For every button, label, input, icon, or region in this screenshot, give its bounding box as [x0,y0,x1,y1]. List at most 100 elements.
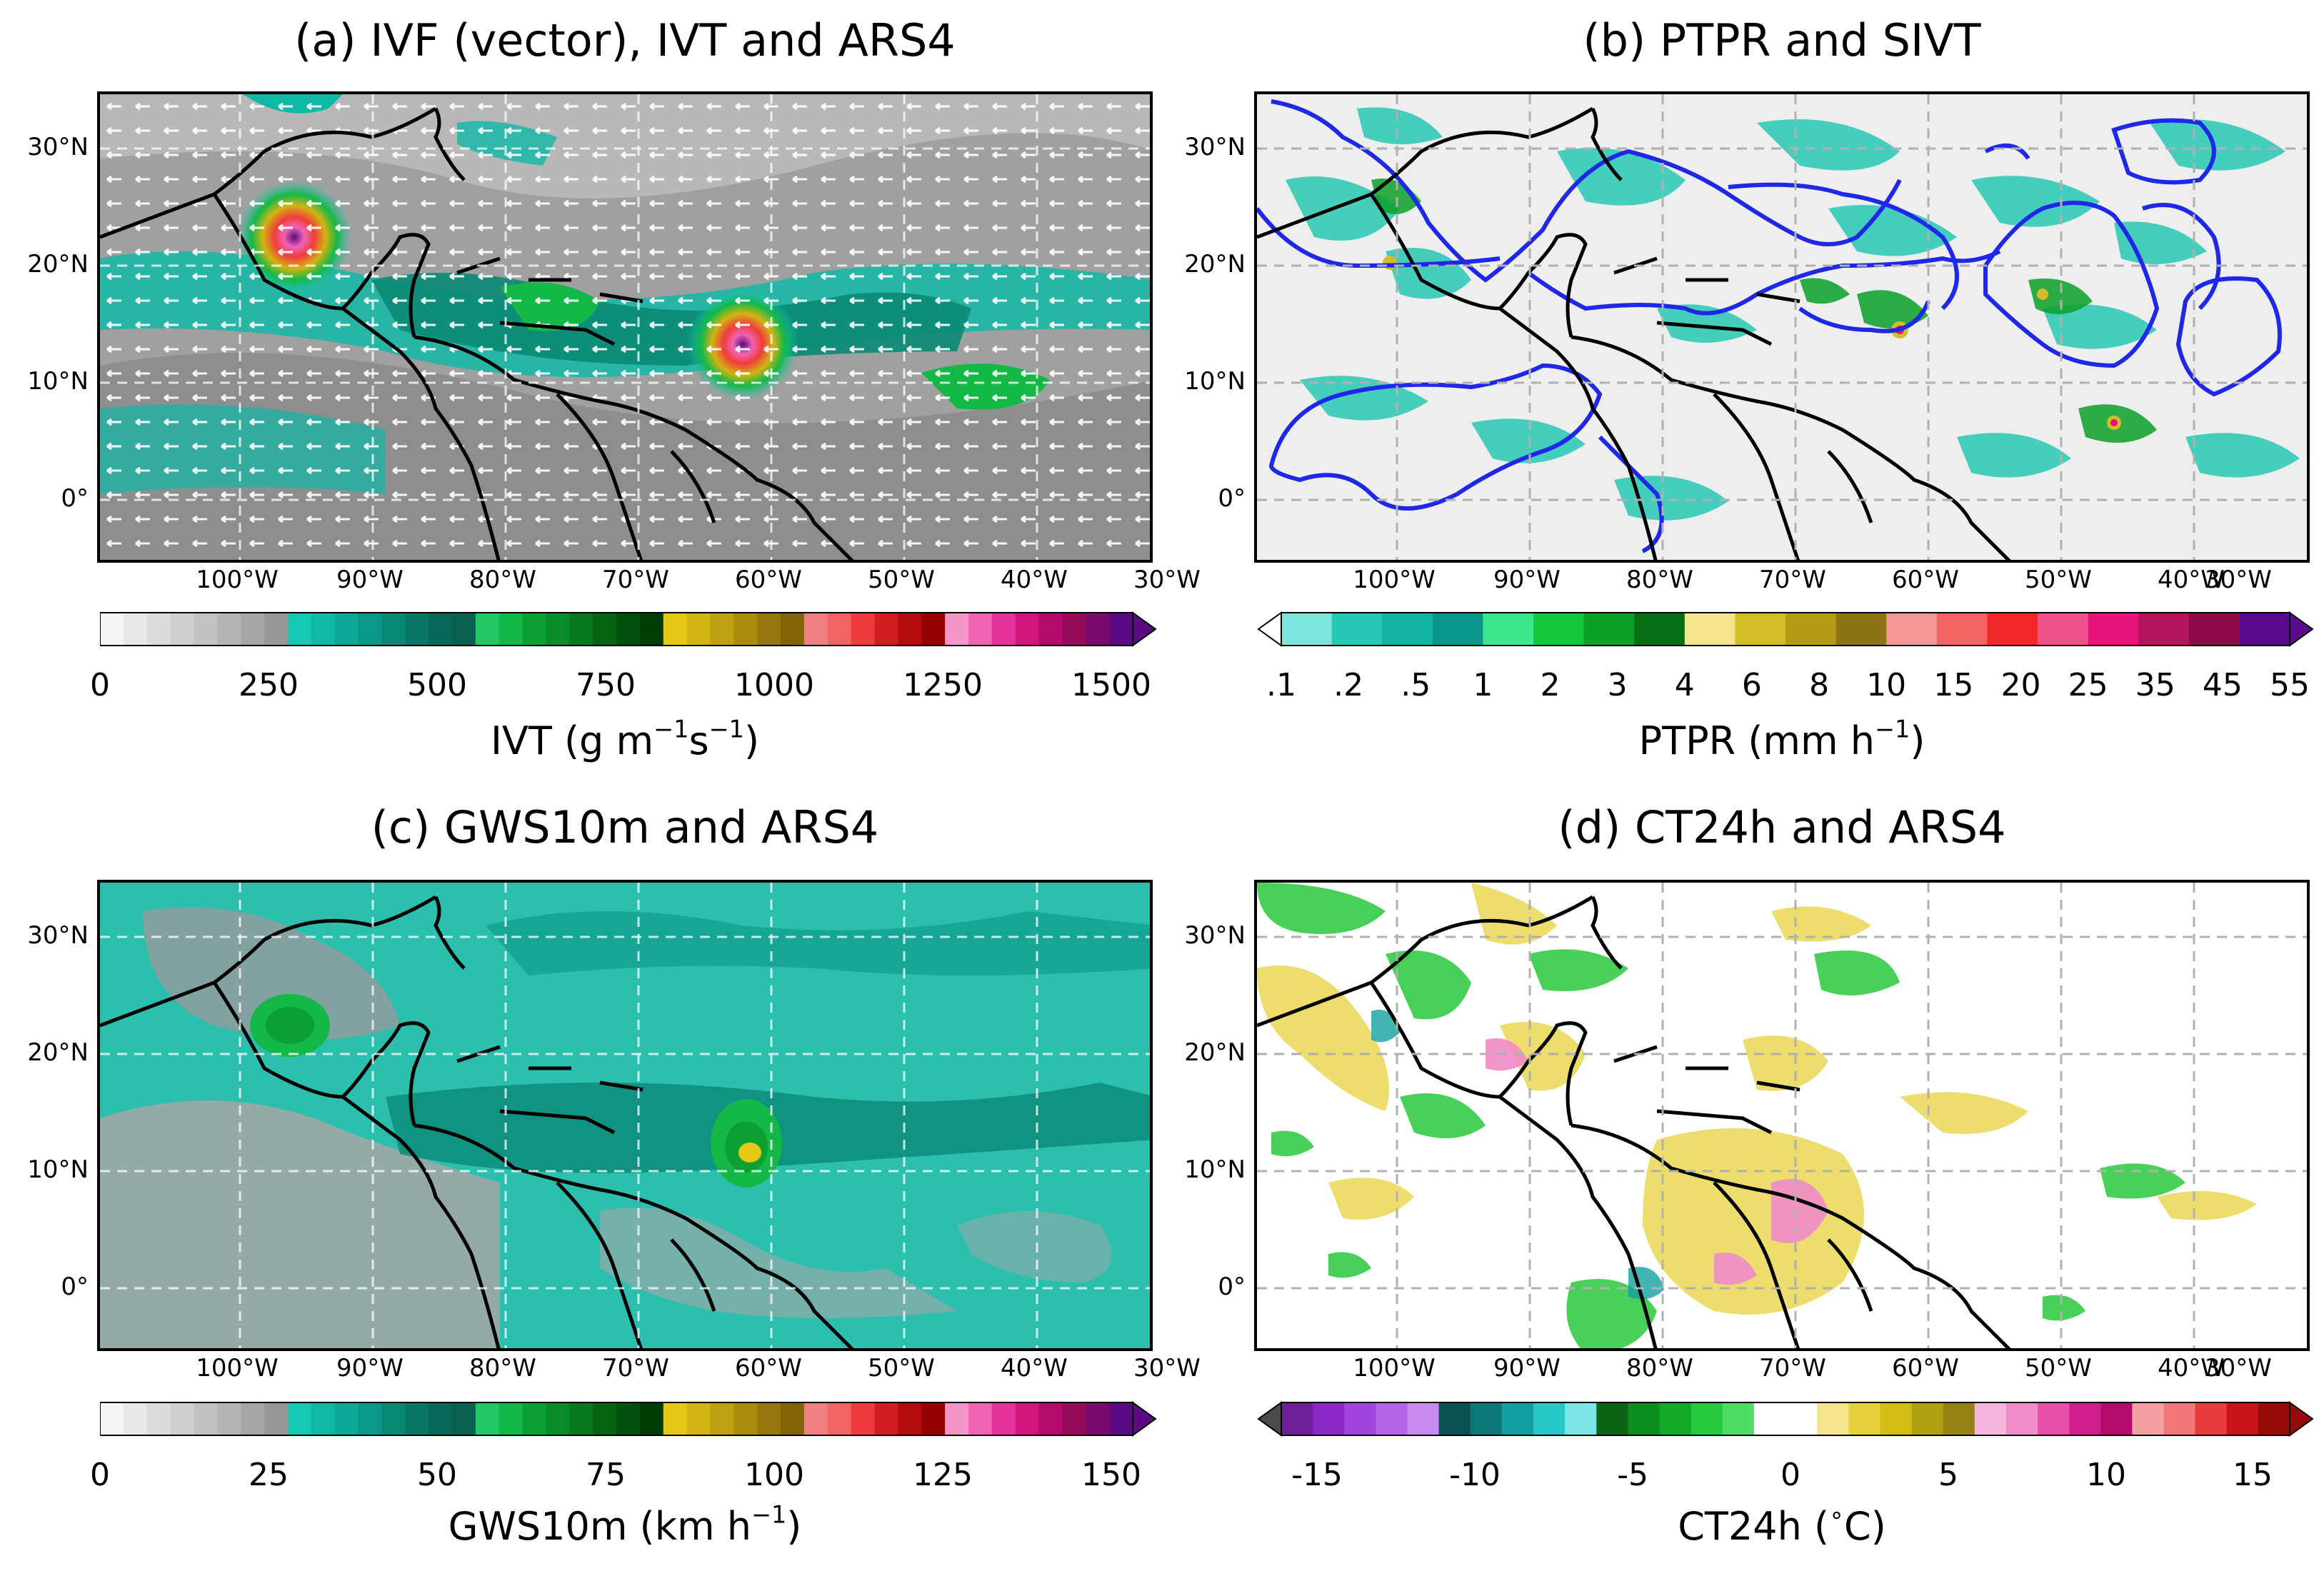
lat-label-30n: 30°N [1184,921,1246,950]
colorbar-frame [100,612,1133,646]
cb-tick: 15 [2233,1457,2273,1493]
colorbar-swatch [311,613,336,646]
colorbar-swatch [1936,613,1988,646]
colorbar-swatch [968,1402,993,1435]
colorbar-swatch [2226,1402,2259,1435]
lat-label-0: 0° [61,484,89,513]
colorbar-swatch [264,613,289,646]
colorbar-swatch [945,613,969,646]
lon-label-30w: 30°W [2205,1354,2272,1382]
colorbar-swatch [921,613,946,646]
cb-tick: 5 [1938,1457,1958,1493]
cb-tick: 35 [2135,667,2175,703]
lon-label-90w: 90°W [336,566,404,594]
cb-tick: 10 [2086,1457,2126,1493]
cb-tick: .1 [1266,667,1296,703]
colorbar-ct24h [1257,1401,2314,1437]
colorbar-swatch [803,1402,828,1435]
colorbar-swatch [429,613,453,646]
colorbar-extend-arrow [2289,611,2314,647]
colorbar-extend-arrow [1257,1401,1282,1437]
map-ptpr [1254,91,2310,563]
lon-label-80w: 80°W [1626,1354,1693,1382]
colorbar-swatch [311,1402,336,1435]
cb-tick: 55 [2270,667,2310,703]
colorbar-swatch [1062,613,1086,646]
lon-label-50w: 50°W [2025,1354,2092,1382]
colorbar-swatch [1785,1402,1818,1435]
cb-tick: 3 [1607,667,1628,703]
colorbar-swatch [1835,613,1887,646]
colorbar-swatch [898,1402,922,1435]
lon-label-30w: 30°W [1133,566,1201,594]
colorbar-swatch [616,1402,641,1435]
colorbar-swatch [686,1402,711,1435]
lon-label-80w: 80°W [469,1354,536,1382]
colorbar-swatch [546,613,570,646]
colorbar-swatch [1691,1402,1723,1435]
colorbar-swatch [1565,1402,1597,1435]
colorbar-swatch [710,613,734,646]
colorbar-swatch [146,1402,171,1435]
panel-title: (a) IVF (vector), IVT and ARS4 [294,14,956,66]
lon-label-40w: 40°W [2158,566,2225,594]
colorbar-swatch [146,613,171,646]
map-ivt-plot [100,94,1150,560]
lon-label-60w: 60°W [1892,1354,1959,1382]
colorbar-swatch [2188,613,2240,646]
colorbar-swatch [1817,1402,1849,1435]
colorbar-swatch [123,613,148,646]
map-ct24h [1254,880,2310,1351]
colorbar-swatch [827,1402,852,1435]
cb-tick: -5 [1617,1457,1648,1493]
colorbar-gws [100,1401,1157,1437]
lon-label-80w: 80°W [1626,566,1693,594]
cb-tick: 125 [913,1457,973,1493]
colorbar-swatch [1987,613,2038,646]
colorbar-swatch [1438,1402,1471,1435]
colorbar-swatch [1583,613,1635,646]
colorbar-swatch [1086,1402,1110,1435]
colorbar-swatch [217,1402,241,1435]
colorbar-swatch [100,613,124,646]
colorbar-swatch [2138,613,2190,646]
colorbar-swatch [475,1402,500,1435]
lon-label-30w: 30°W [1133,1354,1201,1382]
colorbar-swatch [1015,1402,1040,1435]
colorbar-swatch [851,613,876,646]
colorbar-swatch [381,1402,406,1435]
lon-label-50w: 50°W [2025,566,2092,594]
cb-tick: 1250 [903,667,983,703]
cb-tick: 50 [417,1457,457,1493]
colorbar-swatch [733,613,758,646]
colorbar-swatch [851,1402,876,1435]
panel-title: (b) PTPR and SIVT [1583,14,1981,66]
colorbar-swatch [1886,613,1938,646]
colorbar-swatch [1753,1402,1786,1435]
colorbar-swatch [123,1402,148,1435]
colorbar-swatch [2005,1402,2038,1435]
colorbar-extend-arrow [1132,1401,1157,1437]
cb-tick: 25 [249,1457,289,1493]
lon-label-70w: 70°W [602,1354,669,1382]
colorbar-swatch [405,613,429,646]
lat-label-0: 0° [1218,484,1246,513]
colorbar-swatch [639,1402,664,1435]
cb-tick: 1500 [1071,667,1151,703]
colorbar-swatch [1483,613,1534,646]
map-ptpr-plot [1257,94,2307,560]
colorbar-swatch [1109,1402,1133,1435]
colorbar-swatch [1432,613,1483,646]
colorbar-label: GWS10m (km h−1) [448,1500,802,1549]
colorbar-swatch [1281,1402,1313,1435]
colorbar-swatch [241,613,265,646]
map-ivt [97,91,1153,563]
colorbar-extend-arrow [1132,611,1157,647]
colorbar-swatch [475,613,500,646]
colorbar-swatch [1501,1402,1534,1435]
cb-tick: 0 [90,667,110,703]
cb-tick: 25 [2068,667,2108,703]
map-gws-plot [100,883,1150,1348]
lat-label-10n: 10°N [27,1155,89,1184]
lat-label-30n: 30°N [1184,133,1246,161]
